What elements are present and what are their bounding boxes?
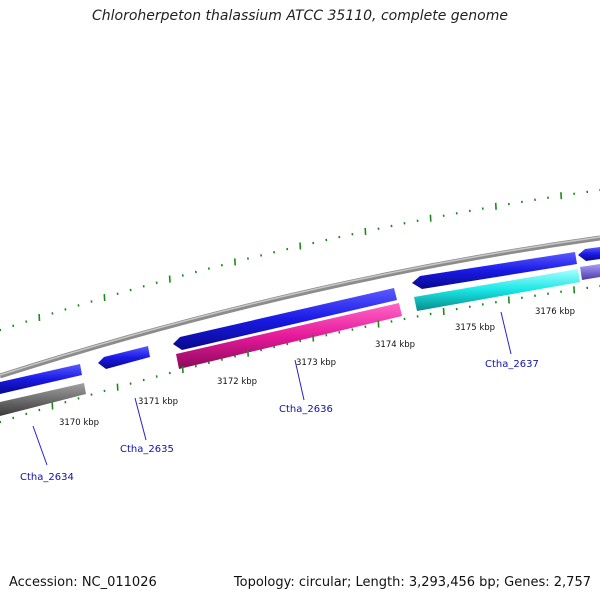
tick-label-3170: 3170 kbp [59,418,99,428]
genome-backbone-highlight [0,236,600,376]
accession-text: Accession: NC_011026 [9,575,157,590]
tick-label-3172: 3172 kbp [217,377,257,387]
purple-feature[interactable] [580,264,600,280]
inner-tick-ring [0,284,600,424]
forward-feature[interactable] [578,247,600,261]
forward-feature[interactable] [412,252,577,289]
gene-label-ctha-2637[interactable]: Ctha_2637 [485,359,539,370]
gene-leader-ctha-2637 [500,311,512,355]
forward-feature[interactable] [173,288,397,350]
tick-label-3171: 3171 kbp [138,397,178,407]
map-title: Chloroherpeton thalassium ATCC 35110, co… [92,8,508,24]
genome-summary-text: Topology: circular; Length: 3,293,456 bp… [233,575,591,590]
gene-feature-ctha-2634[interactable] [0,383,86,416]
gene-feature-ctha-2636[interactable] [176,303,402,369]
gene-feature-ctha-2637[interactable] [414,269,580,311]
tick-label-3174: 3174 kbp [375,340,415,350]
gene-label-ctha-2635[interactable]: Ctha_2635 [120,444,174,455]
gene-leader-ctha-2636 [294,359,305,401]
forward-feature[interactable] [0,364,82,394]
forward-feature[interactable] [98,346,150,369]
gene-leader-ctha-2634 [32,425,48,466]
genome-backbone [0,235,600,379]
tick-label-3173: 3173 kbp [296,358,336,368]
tick-label-3176: 3176 kbp [535,307,575,317]
outer-tick-ring [0,188,600,332]
gene-label-ctha-2634[interactable]: Ctha_2634 [20,472,74,483]
tick-label-3175: 3175 kbp [455,323,495,333]
gene-label-ctha-2636[interactable]: Ctha_2636 [279,404,333,415]
gene-leader-ctha-2635 [134,397,147,441]
